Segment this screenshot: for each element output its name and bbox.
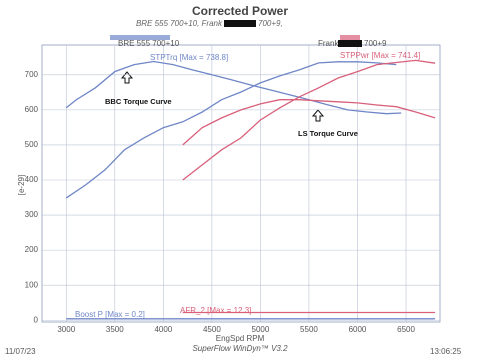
y-tick-label: 400 [25,175,39,184]
annotation: Boost P [Max = 0.2] [75,310,145,319]
legend-label: Frank [318,39,339,48]
series-line [182,59,436,181]
subtitle: BRE 555 700+10, Frank [136,19,223,28]
series-line [182,99,436,146]
x-tick-label: 6500 [397,325,415,334]
footer-software: SuperFlow WinDyn™ V3.2 [192,344,288,353]
y-tick-label: 600 [25,105,39,114]
arrow [120,71,134,84]
x-tick-label: 5500 [300,325,318,334]
annotation: BBC Torque Curve [105,97,172,106]
y-tick-label: 0 [34,315,39,324]
y-tick-label: 700 [25,70,39,79]
y-tick-label: 300 [25,210,39,219]
x-tick-label: 5000 [252,325,270,334]
annotation: AFR_2 [Max = 12.3] [180,306,251,315]
x-tick-label: 4000 [154,325,172,334]
x-tick-label: 6000 [349,325,367,334]
y-tick-label: 500 [25,140,39,149]
y-tick-label: 200 [25,245,39,254]
subtitle-end: 700+9, [258,19,283,28]
x-tick-label: 3500 [106,325,124,334]
legend-label: 700+9 [364,39,387,48]
series-line [65,61,397,199]
plot-area [41,44,441,323]
redaction [224,20,256,27]
series-line [65,60,402,115]
chart-title: Corrected Power [192,4,288,18]
footer-time: 13:06:25 [430,347,462,356]
legend-label: BRE 555 700+10 [118,39,180,48]
x-tick-label: 3000 [57,325,75,334]
annotation: STPPwr [Max = 741.4] [340,51,420,60]
x-axis-label: EngSpd RPM [216,334,265,343]
y-tick-label: 100 [25,280,39,289]
arrow [311,109,325,122]
annotation: STPTrq [Max = 738.8] [150,53,228,62]
legend-swatch [110,35,170,40]
legend-swatch [340,35,360,40]
annotation: LS Torque Curve [298,129,358,138]
redaction [338,40,362,47]
footer-date: 11/07/23 [5,347,36,356]
x-tick-label: 4500 [203,325,221,334]
y-axis-label: [e-29] [17,175,26,195]
